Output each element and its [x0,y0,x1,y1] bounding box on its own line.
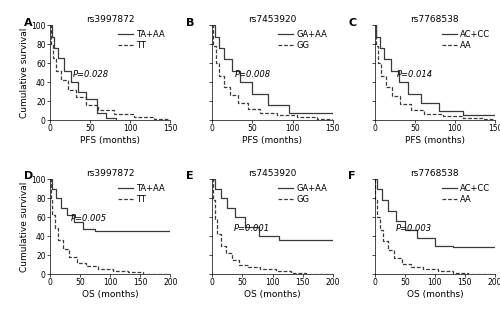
Legend: TA+AA, TT: TA+AA, TT [118,183,166,204]
Title: rs7453920: rs7453920 [248,169,296,178]
Title: rs3997872: rs3997872 [86,15,134,25]
X-axis label: OS (months): OS (months) [406,290,463,299]
Legend: AC+CC, AA: AC+CC, AA [440,29,491,51]
Text: C: C [348,18,356,28]
X-axis label: PFS (months): PFS (months) [405,136,465,145]
Legend: GA+AA, GG: GA+AA, GG [278,183,328,204]
Text: P=0.001: P=0.001 [234,224,270,233]
Text: B: B [186,18,194,28]
X-axis label: PFS (months): PFS (months) [242,136,302,145]
Text: P=0.014: P=0.014 [397,70,434,79]
Title: rs7768538: rs7768538 [410,15,459,25]
Text: F: F [348,171,356,181]
Text: D: D [24,171,33,181]
Title: rs7453920: rs7453920 [248,15,296,25]
Legend: TA+AA, TT: TA+AA, TT [118,29,166,51]
Legend: AC+CC, AA: AC+CC, AA [440,183,491,204]
Title: rs3997872: rs3997872 [86,169,134,178]
Text: P=0.005: P=0.005 [71,215,107,223]
X-axis label: PFS (months): PFS (months) [80,136,140,145]
Text: E: E [186,171,194,181]
X-axis label: OS (months): OS (months) [82,290,138,299]
X-axis label: OS (months): OS (months) [244,290,301,299]
Legend: GA+AA, GG: GA+AA, GG [278,29,328,51]
Title: rs7768538: rs7768538 [410,169,459,178]
Text: A: A [24,18,32,28]
Y-axis label: Cumulative survival: Cumulative survival [20,27,28,118]
Y-axis label: Cumulative survival: Cumulative survival [20,181,28,272]
Text: P=0.028: P=0.028 [72,70,108,79]
Text: P=0.003: P=0.003 [396,224,432,233]
Text: P=0.008: P=0.008 [235,70,271,79]
